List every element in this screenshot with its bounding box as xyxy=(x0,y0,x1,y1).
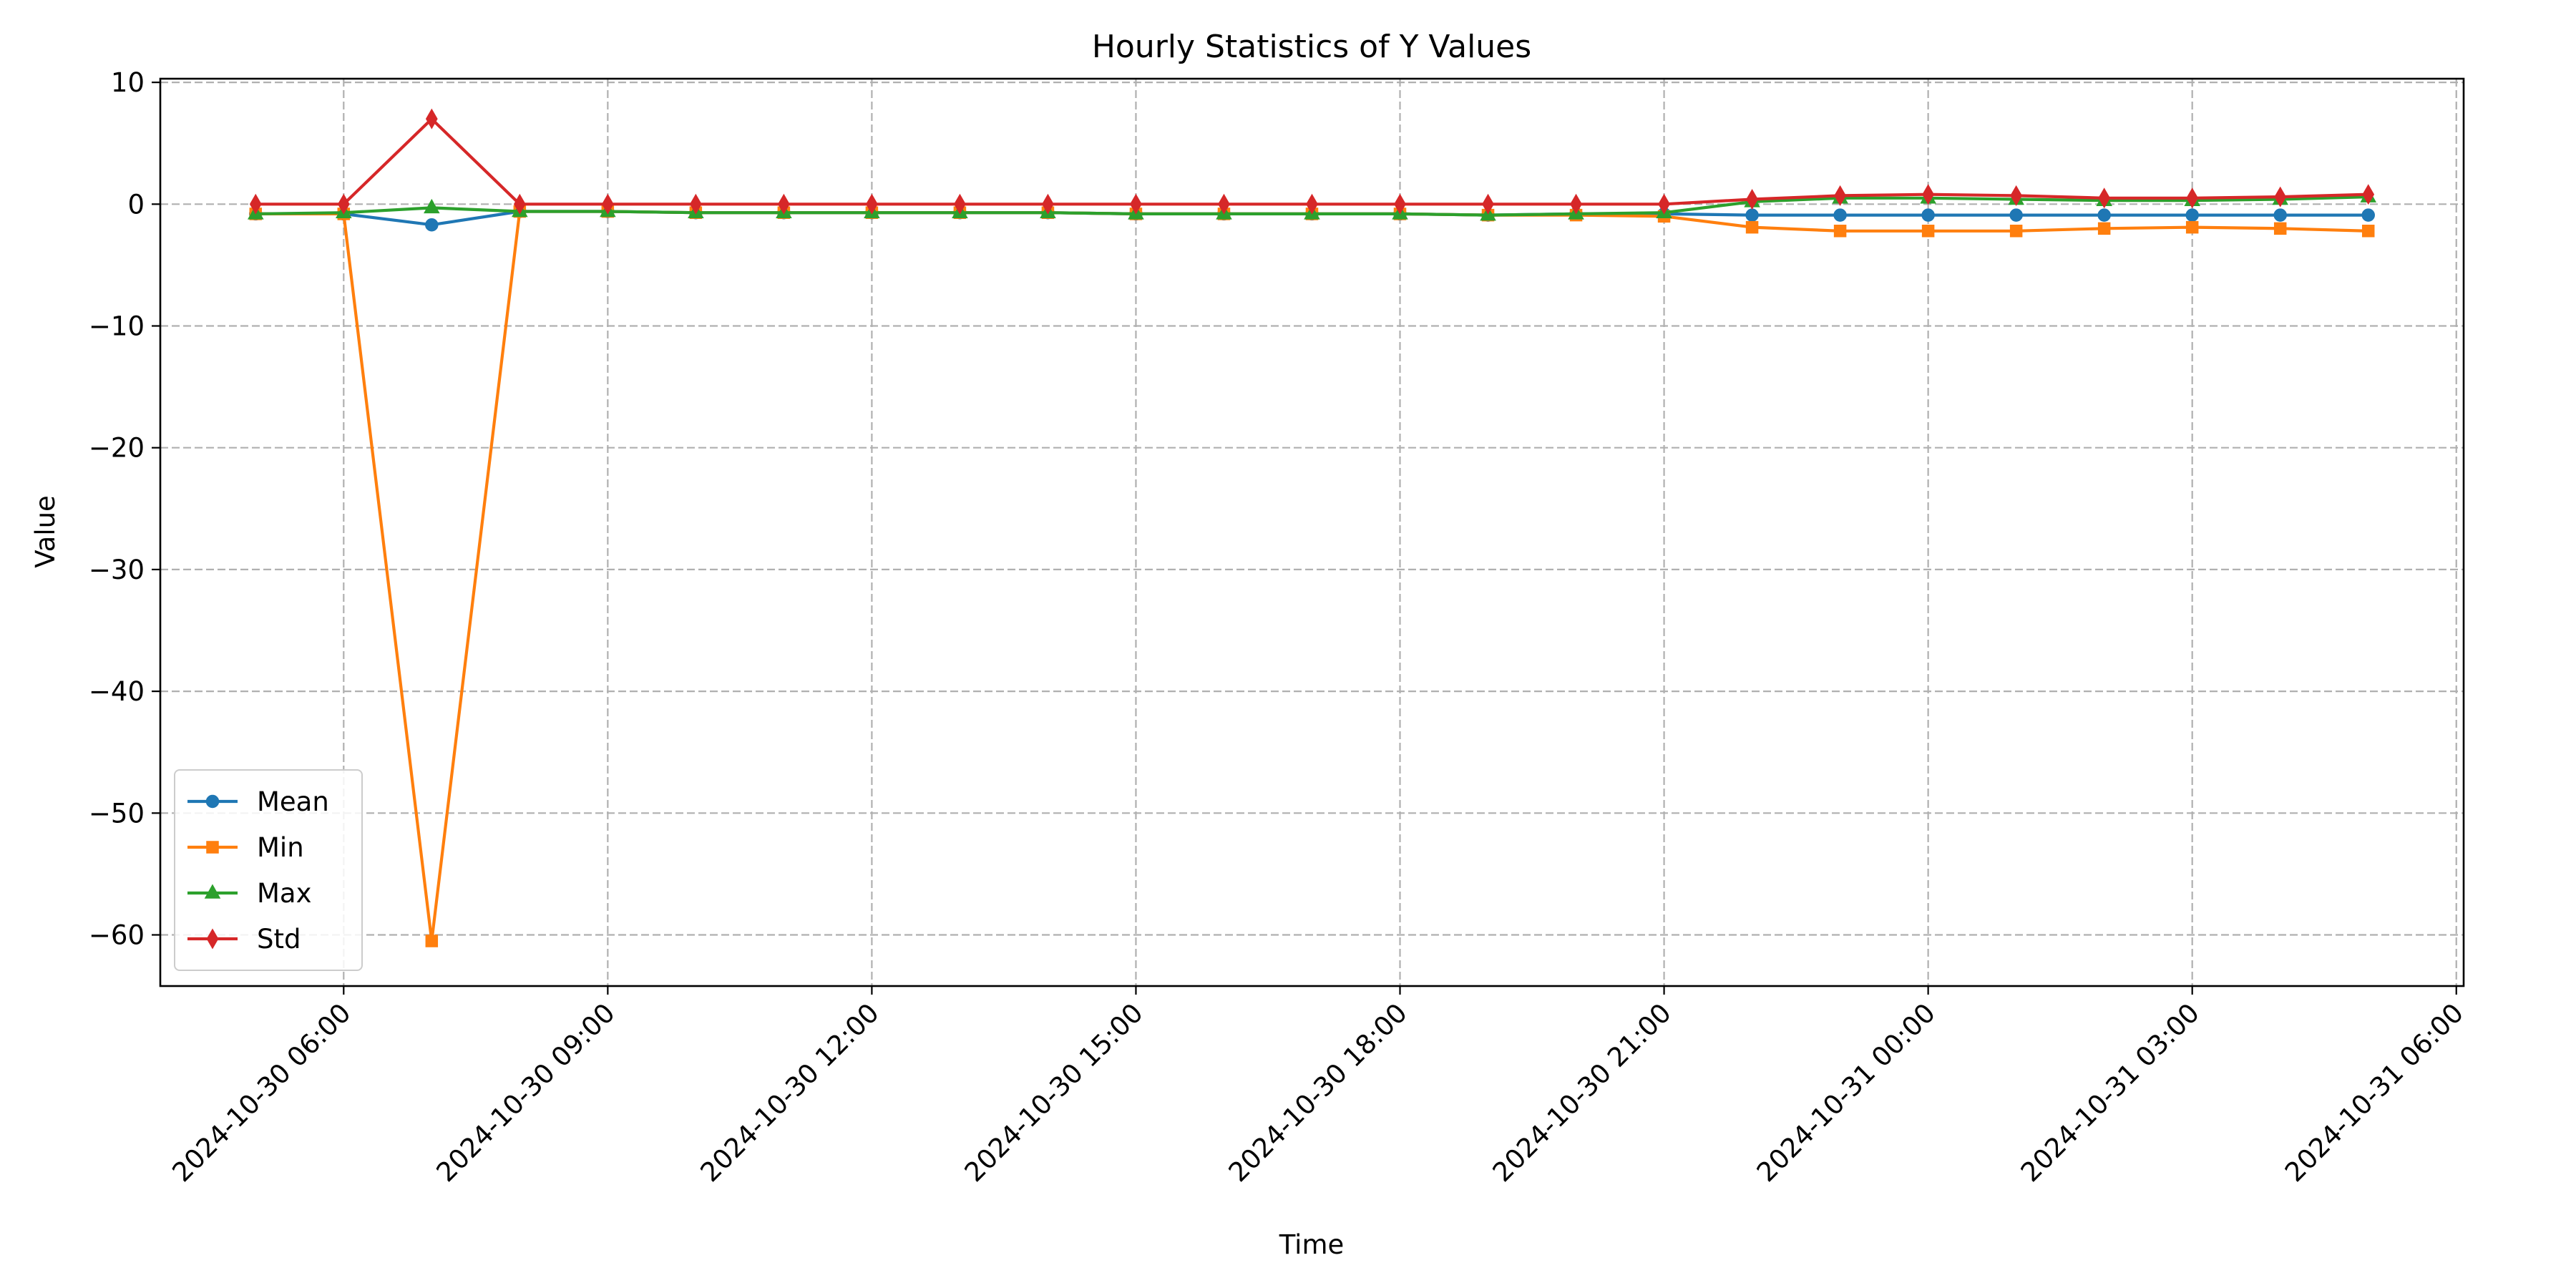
data-point-std xyxy=(778,193,790,215)
data-point-min xyxy=(2361,225,2375,238)
data-point-std xyxy=(601,193,614,215)
legend-marker-max xyxy=(204,884,221,899)
legend-marker-mean xyxy=(205,794,220,809)
data-point-mean xyxy=(1745,208,1759,222)
y-tick-label: −60 xyxy=(89,920,145,951)
data-point-std xyxy=(2098,187,2111,209)
data-point-std xyxy=(1834,185,1846,206)
data-point-min xyxy=(2097,222,2111,235)
data-point-mean xyxy=(2185,208,2199,222)
legend-label-std: Std xyxy=(257,924,301,955)
data-point-mean xyxy=(2097,208,2111,222)
data-point-mean xyxy=(1921,208,1935,222)
data-point-std xyxy=(1922,184,1934,205)
legend-item-mean: Mean xyxy=(187,786,329,817)
y-tick-label: 10 xyxy=(111,67,145,98)
data-point-std xyxy=(249,193,262,215)
legend-item-min: Min xyxy=(187,832,304,863)
data-point-min xyxy=(1833,225,1847,238)
data-point-std xyxy=(513,193,526,215)
y-tick-label: −30 xyxy=(89,555,145,585)
legend-item-std: Std xyxy=(187,924,301,955)
y-tick-label: −40 xyxy=(89,676,145,707)
data-point-std xyxy=(1306,193,1318,215)
legend-item-max: Max xyxy=(187,878,312,909)
legend-box xyxy=(174,769,363,971)
legend-marker-std xyxy=(206,928,219,950)
y-tick-label: −10 xyxy=(89,311,145,342)
legend-label-mean: Mean xyxy=(257,786,329,817)
plot-area-frame xyxy=(159,77,2465,987)
data-point-std xyxy=(1218,193,1230,215)
data-point-std xyxy=(1746,188,1758,210)
data-point-std xyxy=(954,193,966,215)
y-tick-label: −50 xyxy=(89,798,145,829)
data-point-std xyxy=(1042,193,1054,215)
data-point-min xyxy=(2185,220,2199,234)
data-point-std xyxy=(1570,193,1582,215)
data-point-mean xyxy=(2273,208,2287,222)
data-point-min xyxy=(1921,225,1935,238)
data-point-mean xyxy=(1833,208,1847,222)
y-axis-label: Value xyxy=(30,495,61,568)
data-point-std xyxy=(690,193,702,215)
series-std xyxy=(249,108,2375,215)
data-point-min xyxy=(2273,222,2287,235)
data-point-std xyxy=(2362,184,2375,205)
data-point-min xyxy=(1745,220,1759,234)
legend-marker-min xyxy=(206,841,219,854)
legend: Mean Min Max Std xyxy=(174,769,363,971)
y-tick-label: 0 xyxy=(127,189,145,220)
data-point-min xyxy=(425,935,439,947)
data-point-std xyxy=(2010,185,2023,206)
data-point-std xyxy=(1130,193,1142,215)
data-point-std xyxy=(866,193,878,215)
data-point-std xyxy=(2274,186,2287,208)
data-point-std xyxy=(2186,187,2199,209)
data-point-min xyxy=(2009,225,2023,238)
series-layer xyxy=(247,108,2377,947)
data-point-mean xyxy=(2009,208,2023,222)
data-point-max xyxy=(424,198,440,214)
legend-label-min: Min xyxy=(257,832,304,863)
y-tick-label: −20 xyxy=(89,433,145,464)
data-point-std xyxy=(1394,193,1406,215)
chart-title: Hourly Statistics of Y Values xyxy=(1092,29,1531,65)
data-point-std xyxy=(425,108,438,130)
data-point-mean xyxy=(425,218,439,232)
data-point-std xyxy=(1658,193,1670,215)
data-point-mean xyxy=(2361,208,2375,222)
legend-label-max: Max xyxy=(257,878,312,909)
data-point-std xyxy=(1482,193,1494,215)
x-axis-label: Time xyxy=(1279,1229,1345,1260)
data-point-std xyxy=(337,193,350,215)
